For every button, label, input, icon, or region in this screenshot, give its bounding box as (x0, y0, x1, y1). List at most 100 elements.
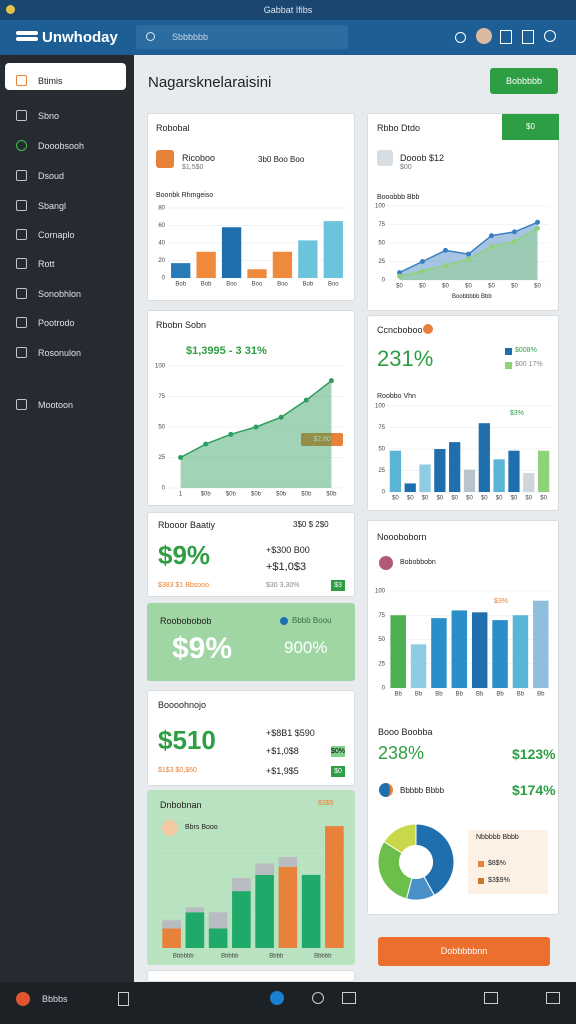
taskbar: Bbbbs (0, 982, 576, 1024)
x-tick-label: $0 (488, 284, 495, 290)
sidebar-item[interactable]: Cornaplo (38, 230, 75, 240)
bar (419, 464, 431, 492)
title-bar: Gabbat Ifibs (0, 0, 576, 20)
x-tick-label: $0b (276, 492, 287, 498)
point (203, 441, 209, 447)
x-tick-label: $0b (201, 492, 212, 498)
sidebar-item[interactable]: Sbno (38, 111, 60, 121)
taskbar-icon[interactable] (546, 992, 560, 1004)
card-title: Robobal (156, 123, 190, 133)
card-title: Boooohnojo (158, 700, 207, 710)
area (180, 380, 332, 488)
icon[interactable] (455, 32, 466, 43)
donut-slice (377, 840, 417, 900)
bar (463, 469, 476, 492)
action-button[interactable]: Dobbbbbnn (378, 937, 550, 966)
taskbar-icon[interactable] (312, 992, 324, 1004)
bar (404, 483, 416, 492)
taskbar-icon[interactable] (270, 991, 284, 1005)
sidebar-item[interactable]: Sonobhlon (38, 289, 82, 299)
y-tick-label: 50 (378, 241, 385, 247)
bar (512, 615, 529, 688)
dot (423, 324, 433, 334)
kpi-value: $9% (158, 540, 211, 570)
taskbar-icon[interactable] (484, 992, 498, 1004)
kpi-value: 231% (377, 346, 434, 371)
y-tick-label: 100 (375, 589, 386, 595)
icon[interactable] (522, 30, 534, 44)
bar (492, 620, 508, 688)
sidebar-item[interactable]: Pootrodo (38, 318, 75, 328)
card-title: Rbbo Dtdo (377, 123, 421, 133)
x-tick-label: Bb (435, 692, 443, 698)
icon[interactable] (500, 30, 512, 44)
x-tick-label: Bbbb (269, 954, 284, 960)
sidebar-item[interactable]: Dooobsooh (38, 141, 85, 151)
y-tick-label: 75 (378, 425, 385, 431)
taskbar-icon[interactable] (118, 992, 129, 1006)
tag-icon (162, 820, 178, 836)
taskbar-icon[interactable] (342, 992, 356, 1004)
search-box[interactable]: Sbbbbbb (136, 25, 348, 49)
legend-swatch (478, 861, 484, 867)
x-tick-label: $0 (466, 496, 473, 502)
avatar[interactable] (476, 28, 492, 44)
x-tick-label: $0 (437, 496, 444, 502)
sidebar-icon (16, 200, 27, 211)
start-icon[interactable] (16, 992, 30, 1006)
primary-button[interactable]: Bobbbbb (490, 68, 558, 94)
bar (451, 610, 468, 688)
sidebar-item[interactable]: Mootoon (38, 400, 74, 410)
x-tick-label: $0 (419, 284, 426, 290)
kpi-sub: +$300 B00 (266, 545, 310, 555)
bar-segment (232, 878, 251, 892)
x-tick-label: Bb (415, 692, 423, 698)
sidebar-item[interactable]: Rott (38, 259, 55, 269)
kpi-value: $510 (158, 725, 216, 755)
chart: 0 25 50 75 100 1 $0b $0b $0b $0b $0b $0b (155, 364, 344, 498)
card-title: Roobobobob (160, 616, 212, 626)
kpi-value: 900% (284, 638, 328, 657)
sidebar-item[interactable]: Btimis (38, 76, 63, 86)
sidebar-item[interactable]: Dsoud (38, 171, 65, 181)
x-tick-label: Boo (277, 282, 288, 288)
point (420, 268, 425, 274)
sidebar: Btimis Sbno Dooobsooh Dsoud Sbangl Cornaplo Ro… (0, 55, 134, 982)
point (278, 414, 284, 420)
sidebar-item[interactable]: Sbangl (38, 201, 67, 211)
bar-segment (278, 866, 298, 948)
bar (431, 618, 447, 688)
annotation: $3$5 (318, 800, 334, 807)
y-tick-label: 20 (158, 258, 165, 264)
x-axis-label: Boobbbbb Bbb (452, 294, 492, 300)
badge: $3 (331, 580, 345, 591)
donut-slice (415, 823, 455, 896)
bar-segment (232, 891, 251, 948)
bar (196, 251, 216, 278)
x-tick-label: Bb (395, 692, 403, 698)
bar (508, 450, 520, 492)
bar (493, 459, 505, 492)
badge: $0% (331, 746, 346, 757)
legend-item: $8$% (488, 860, 506, 867)
icon[interactable] (544, 30, 556, 42)
button[interactable]: $0 (502, 114, 559, 140)
bar (323, 221, 343, 278)
annotation: $3% (510, 410, 525, 417)
card-meta: 3$0 $ 2$0 (293, 520, 329, 529)
legend-swatch (505, 362, 512, 369)
kpi-sub: +$1,0$3 (266, 561, 307, 573)
sidebar-icon (16, 140, 27, 151)
bar-segment (208, 912, 228, 929)
point (466, 251, 471, 257)
annotation: $2.80 (301, 433, 343, 446)
bar-segment (255, 874, 274, 948)
x-tick-label: Bbbbb (314, 954, 332, 960)
card (147, 970, 355, 982)
kpi-foot: $30 3.30% (266, 582, 300, 589)
y-tick-label: 40 (158, 241, 165, 247)
bar-segment (278, 857, 298, 867)
annotation: $3% (494, 598, 509, 605)
bar (471, 612, 488, 688)
sidebar-item[interactable]: Rosonulon (38, 348, 82, 358)
